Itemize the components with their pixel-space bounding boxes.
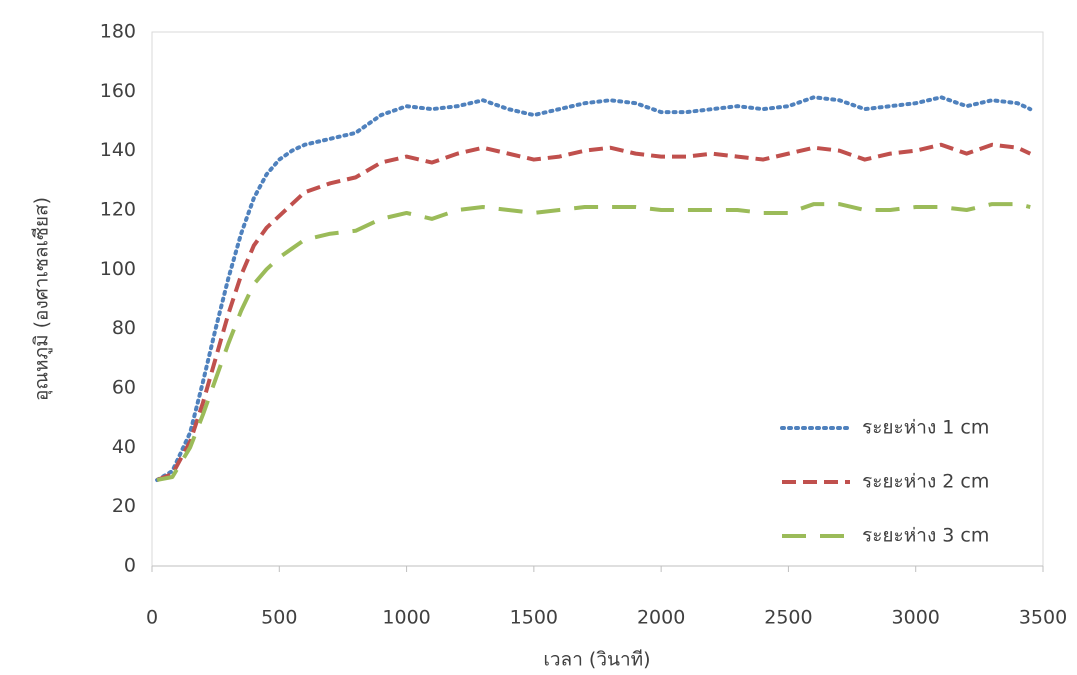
x-tick-label: 0 <box>146 607 158 629</box>
x-tick-label: 3500 <box>1019 607 1067 629</box>
x-tick-label: 1500 <box>510 607 558 629</box>
y-tick-label: 120 <box>100 199 136 221</box>
series-line <box>156 142 1032 482</box>
legend-label: ระยะห่าง 2 cm <box>862 471 989 493</box>
legend-label: ระยะห่าง 1 cm <box>862 417 989 439</box>
legend-label: ระยะห่าง 3 cm <box>862 525 989 547</box>
x-axis-title: เวลา (วินาที) <box>543 649 650 671</box>
x-tick-label: 2500 <box>764 607 812 629</box>
y-tick-label: 160 <box>100 80 136 102</box>
y-tick-label: 40 <box>112 436 136 458</box>
y-tick-label: 60 <box>112 377 136 399</box>
x-tick-label: 3000 <box>892 607 940 629</box>
y-tick-label: 100 <box>100 258 136 280</box>
x-tick-label: 500 <box>261 607 297 629</box>
y-tick-label: 0 <box>124 555 136 577</box>
y-tick-label: 140 <box>100 139 136 161</box>
y-tick-label: 80 <box>112 317 136 339</box>
y-tick-label: 180 <box>100 21 136 43</box>
series-line <box>156 202 1031 482</box>
x-tick-label: 1000 <box>382 607 430 629</box>
y-tick-label: 20 <box>112 495 136 517</box>
x-tick-label: 2000 <box>637 607 685 629</box>
series-line <box>155 95 1033 482</box>
y-axis-title: อุณหภูมิ (องศาเซลเซียส) <box>31 197 54 401</box>
